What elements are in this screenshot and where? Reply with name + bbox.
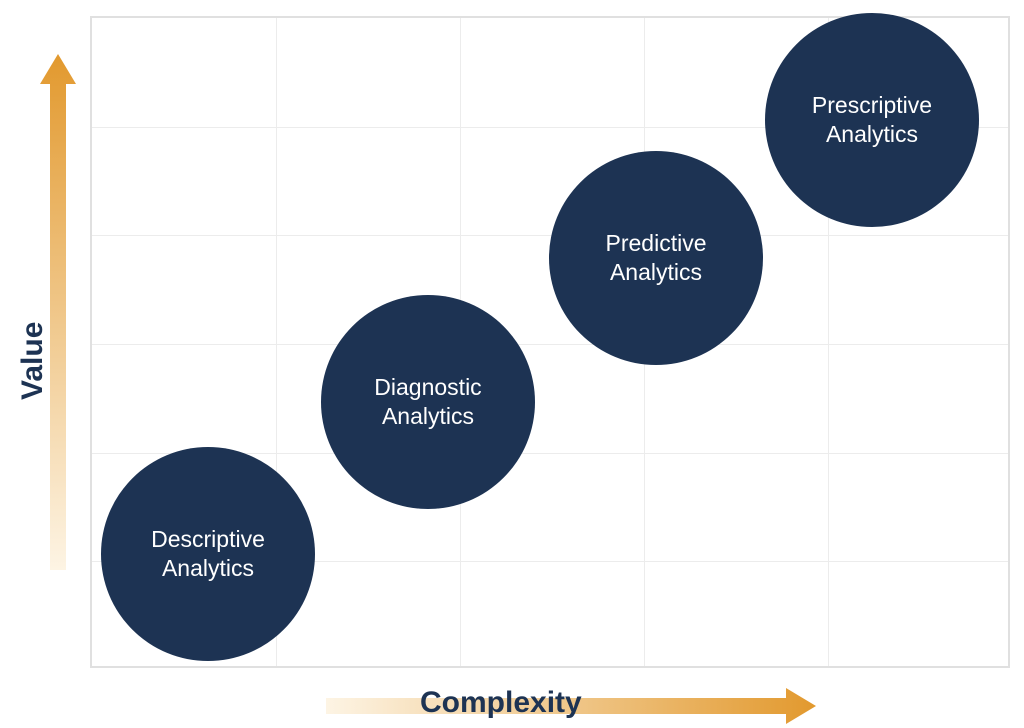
gridline-h — [92, 235, 1008, 236]
x-axis-label: Complexity — [420, 686, 582, 720]
y-axis-arrow — [40, 54, 76, 570]
y-axis-label: Value — [16, 322, 50, 400]
bubble-predictive: Predictive Analytics — [549, 151, 763, 365]
gridline-h — [92, 344, 1008, 345]
bubble-label: Prescriptive Analytics — [802, 91, 942, 149]
bubble-label: Descriptive Analytics — [141, 525, 275, 583]
analytics-maturity-diagram: Value Complexity Descriptive Analytics D… — [0, 0, 1024, 728]
bubble-label: Predictive Analytics — [596, 229, 717, 287]
bubble-diagnostic: Diagnostic Analytics — [321, 295, 535, 509]
bubble-prescriptive: Prescriptive Analytics — [765, 13, 979, 227]
bubble-label: Diagnostic Analytics — [364, 373, 491, 431]
bubble-descriptive: Descriptive Analytics — [101, 447, 315, 661]
